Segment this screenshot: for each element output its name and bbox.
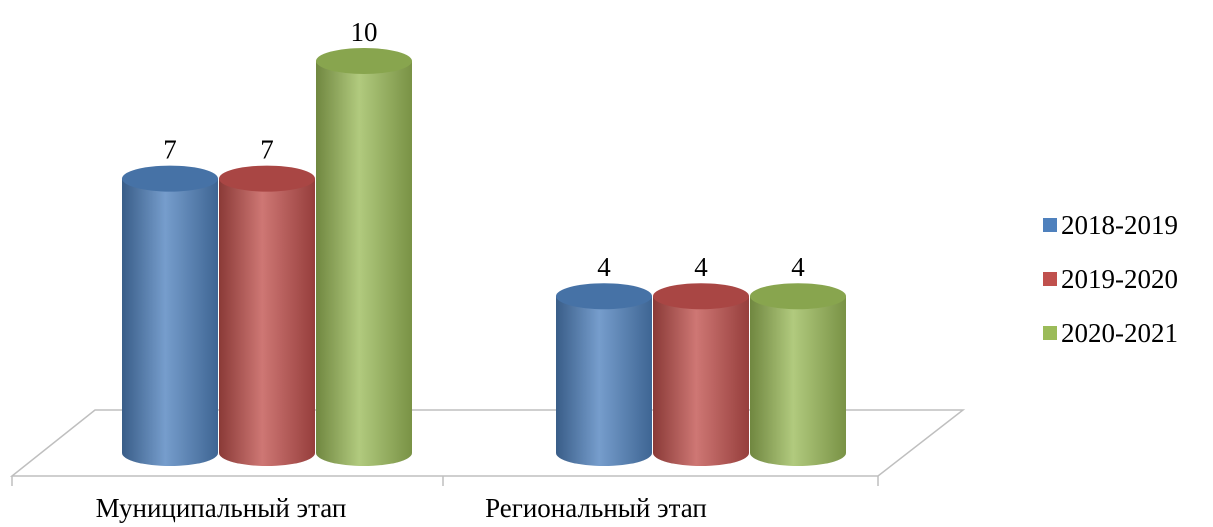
bar-2019-2020-1 [653, 283, 749, 466]
legend-item-2019-2020: 2019-2020 [1043, 252, 1178, 306]
bar-2020-2021-1 [750, 283, 846, 466]
legend-swatch [1043, 218, 1057, 232]
legend-item-2018-2019: 2018-2019 [1043, 198, 1178, 252]
legend: 2018-2019 2019-2020 2020-2021 [1043, 198, 1178, 360]
bars-group [122, 48, 846, 466]
bar-2018-2019-1 [556, 283, 652, 466]
data-label: 4 [791, 252, 805, 282]
bar-2020-2021-0 [316, 48, 412, 466]
category-labels-group: Муниципальный этап Региональный этап [96, 493, 707, 523]
data-label: 10 [351, 17, 378, 47]
category-label: Муниципальный этап [96, 493, 347, 523]
bar-2019-2020-0 [219, 165, 315, 466]
value-labels-group: 7 4 7 4 10 4 [163, 17, 805, 282]
legend-item-2020-2021: 2020-2021 [1043, 306, 1178, 360]
data-label: 4 [694, 252, 708, 282]
legend-swatch [1043, 326, 1057, 340]
data-label: 7 [260, 135, 274, 165]
data-label: 4 [597, 252, 611, 282]
category-label: Региональный этап [485, 493, 707, 523]
bar-2018-2019-0 [122, 165, 218, 466]
legend-label: 2018-2019 [1061, 209, 1178, 240]
legend-swatch [1043, 272, 1057, 286]
data-label: 7 [163, 135, 177, 165]
legend-label: 2019-2020 [1061, 263, 1178, 294]
legend-label: 2020-2021 [1061, 317, 1178, 348]
